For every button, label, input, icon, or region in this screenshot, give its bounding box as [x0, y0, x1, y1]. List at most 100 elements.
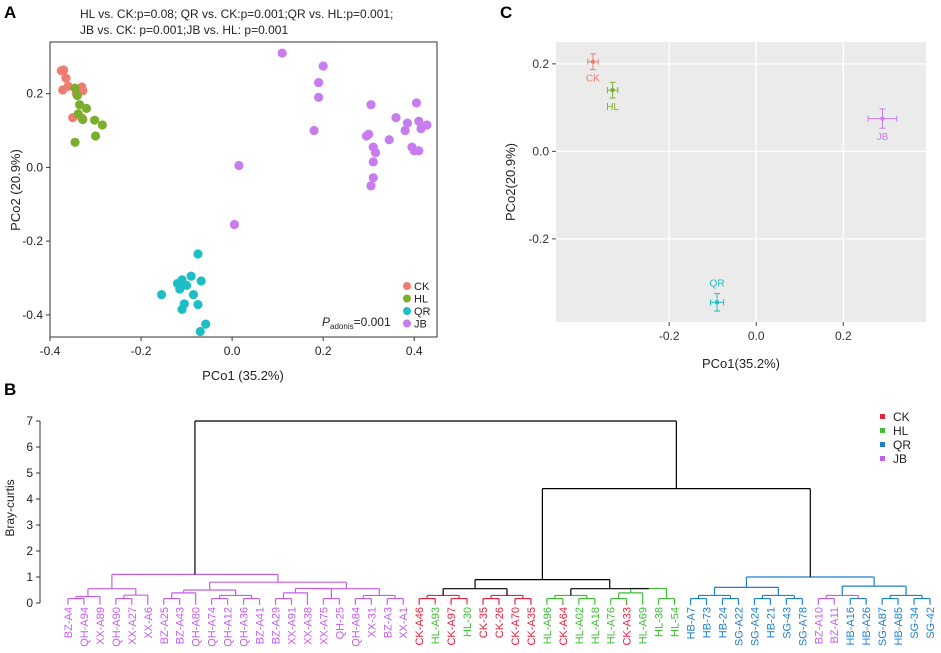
leaf-label: SG-A78 — [797, 607, 809, 646]
legend-marker-b-qr — [880, 442, 885, 447]
annotation-line-1: HL vs. CK:p=0.08; QR vs. CK:p=0.001;QR v… — [80, 7, 393, 21]
leaf-label: QH-A84 — [350, 607, 362, 647]
dendrogram-chart: 0 1 2 3 4 5 6 7 BZ-A4 QH-A94 XX-A89 QH-A90 XX-A27 XX… — [3, 410, 937, 647]
leaf-label: HL-54 — [670, 607, 682, 637]
point-jb — [414, 116, 424, 126]
leaf-label: HL-A76 — [606, 607, 618, 644]
x-tick-label-a: 0.4 — [406, 344, 423, 358]
panel-label-a: A — [4, 3, 16, 22]
point-hl — [78, 114, 88, 125]
plot-area-c — [556, 42, 926, 322]
legend-label-b-hl: HL — [893, 424, 909, 438]
leaf-label: CK-A97 — [446, 607, 458, 646]
leaf-label: SG-43 — [781, 607, 793, 639]
legend-label-b-jb: JB — [893, 452, 907, 466]
legend-label-hl: HL — [414, 294, 428, 306]
point-jb — [402, 118, 413, 128]
centroid-ck — [590, 59, 596, 64]
x-tick-label-c: -0.2 — [659, 329, 680, 343]
y-tick-label-a: 0.0 — [26, 160, 43, 174]
point-hl — [72, 90, 82, 101]
point-qr — [156, 289, 167, 300]
point-hl — [90, 131, 101, 141]
legend-marker-b-hl — [880, 428, 885, 433]
leaf-label: CK-A64 — [558, 607, 570, 646]
legend-marker-jb — [403, 319, 411, 328]
y-tick-label-b: 0 — [26, 596, 33, 610]
leaf-label: HB-A85 — [893, 607, 905, 646]
point-hl — [90, 115, 100, 125]
adonis-label: Padonis=0.001 — [322, 315, 391, 331]
leaf-label: SG-A22 — [733, 607, 745, 646]
leaf-label: XX-A89 — [95, 607, 107, 645]
point-jb — [400, 125, 410, 136]
centroid-label-jb: JB — [877, 132, 889, 143]
leaf-label: HB-A7 — [686, 607, 698, 639]
x-tick-label-c: 0.0 — [748, 329, 765, 343]
leaf-label: HB-24 — [717, 607, 729, 638]
point-qr — [201, 319, 211, 329]
adonis-p: P — [322, 315, 330, 329]
point-qr — [193, 249, 203, 259]
point-hl — [74, 100, 85, 110]
leaf-label: QH-A12 — [223, 607, 235, 647]
legend-label-ck: CK — [414, 281, 430, 293]
x-tick-label-a: -0.2 — [131, 344, 152, 358]
y-tick-label-a: 0.2 — [26, 87, 43, 101]
leaf-label: HL-A96 — [542, 607, 554, 644]
legend-label-b-qr: QR — [893, 438, 911, 452]
centroid-jb — [880, 116, 885, 121]
point-qr — [181, 280, 192, 290]
legend-marker-ck — [403, 282, 411, 290]
legend-label-qr: QR — [414, 306, 431, 318]
pcoa-scatter-chart: HL vs. CK:p=0.08; QR vs. CK:p=0.001;QR v… — [8, 7, 438, 383]
y-tick-label-a: -0.2 — [22, 234, 43, 248]
point-jb — [368, 173, 378, 183]
point-hl — [70, 83, 80, 93]
leaf-label: HB-21 — [765, 607, 777, 638]
leaf-label: CK-A33 — [622, 607, 634, 646]
leaf-label: BZ-A43 — [175, 607, 187, 644]
point-qr — [186, 271, 196, 281]
point-qr — [193, 299, 203, 310]
leaf-label: CK-A46 — [414, 607, 426, 646]
centroid-label-hl: HL — [606, 102, 619, 113]
legend-marker-hl — [403, 294, 411, 303]
leaf-label: CK-35 — [478, 607, 490, 638]
y-tick-label-a: -0.4 — [22, 308, 43, 322]
leaf-label: HL-A02 — [574, 607, 586, 644]
point-ck — [61, 73, 71, 83]
leaf-label: QH-25 — [334, 607, 346, 639]
leaf-label: XX-A6 — [143, 607, 155, 639]
point-jb — [414, 146, 424, 156]
point-jb — [391, 112, 401, 123]
point-jb — [234, 160, 244, 171]
point-qr — [195, 326, 205, 337]
leaf-label: SG-42 — [925, 607, 937, 639]
x-tick-label-a: -0.4 — [40, 344, 61, 358]
leaf-label: BZ-A29 — [271, 607, 283, 644]
x-axis-label-a: PCo1 (35.2%) — [202, 368, 284, 383]
leaf-label: BZ-A4 — [63, 607, 75, 638]
legend-label-jb: JB — [414, 319, 427, 331]
leaf-label: QH-A80 — [191, 607, 203, 647]
leaf-label: XX-A75 — [318, 607, 330, 645]
leaf-label: XX-31 — [366, 607, 378, 638]
x-tick-label-c: 0.2 — [835, 329, 852, 343]
y-tick-label-b: 2 — [26, 544, 33, 558]
y-tick-label-c: 0.0 — [532, 144, 549, 158]
leaf-label: QH-A94 — [79, 607, 91, 647]
point-jb — [366, 181, 376, 191]
pcoa-centroid-chart: -0.2 0.0 0.2 -0.2 0.0 0.2 CK HL QR JB PCo1(35.2%… — [503, 42, 926, 371]
legend-label-b-ck: CK — [893, 410, 910, 424]
panel-label-c: C — [500, 3, 512, 22]
point-qr — [196, 276, 206, 286]
leaf-label: BZ-A10 — [813, 607, 825, 644]
point-jb — [422, 120, 432, 130]
leaf-label: QH-A90 — [111, 607, 123, 647]
point-jb — [368, 157, 378, 167]
centroid-hl — [610, 87, 615, 93]
point-qr — [177, 304, 187, 314]
